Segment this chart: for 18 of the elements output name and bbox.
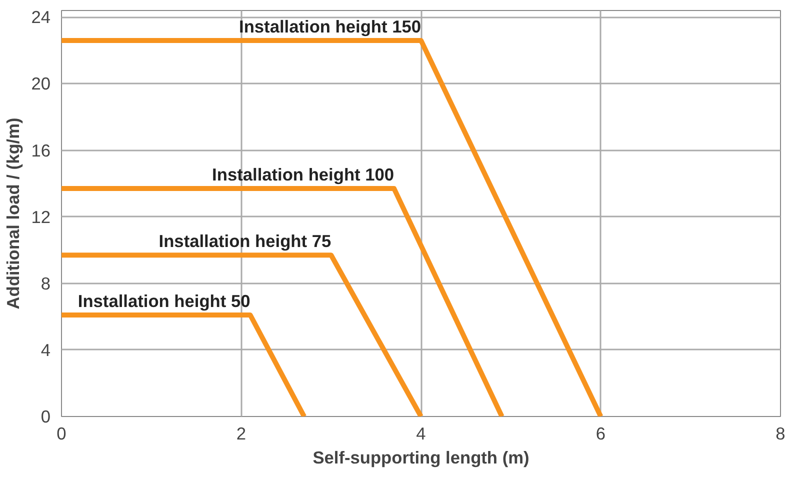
series-label: Installation height 50 — [78, 291, 250, 311]
x-tick-label: 4 — [416, 424, 426, 444]
y-tick-label: 16 — [31, 140, 51, 160]
series-label: Installation height 150 — [239, 16, 422, 36]
y-tick-label: 0 — [40, 406, 51, 426]
x-tick-label: 0 — [56, 424, 66, 444]
series-label: Installation height 100 — [212, 164, 394, 185]
x-axis-title: Self-supporting length (m) — [312, 448, 530, 468]
y-tick-label: 24 — [31, 7, 51, 28]
y-axis-title: Additional load / (kg/m) — [3, 118, 24, 310]
y-tick-label: 4 — [40, 340, 51, 360]
x-tick-label: 6 — [596, 424, 606, 444]
y-tick-label: 20 — [31, 74, 51, 94]
x-tick-label: 2 — [236, 424, 246, 444]
y-tick-label: 8 — [40, 273, 51, 294]
y-tick-label: 12 — [31, 206, 51, 227]
series-label: Installation height 75 — [158, 231, 332, 252]
x-tick-label: 8 — [776, 424, 786, 444]
